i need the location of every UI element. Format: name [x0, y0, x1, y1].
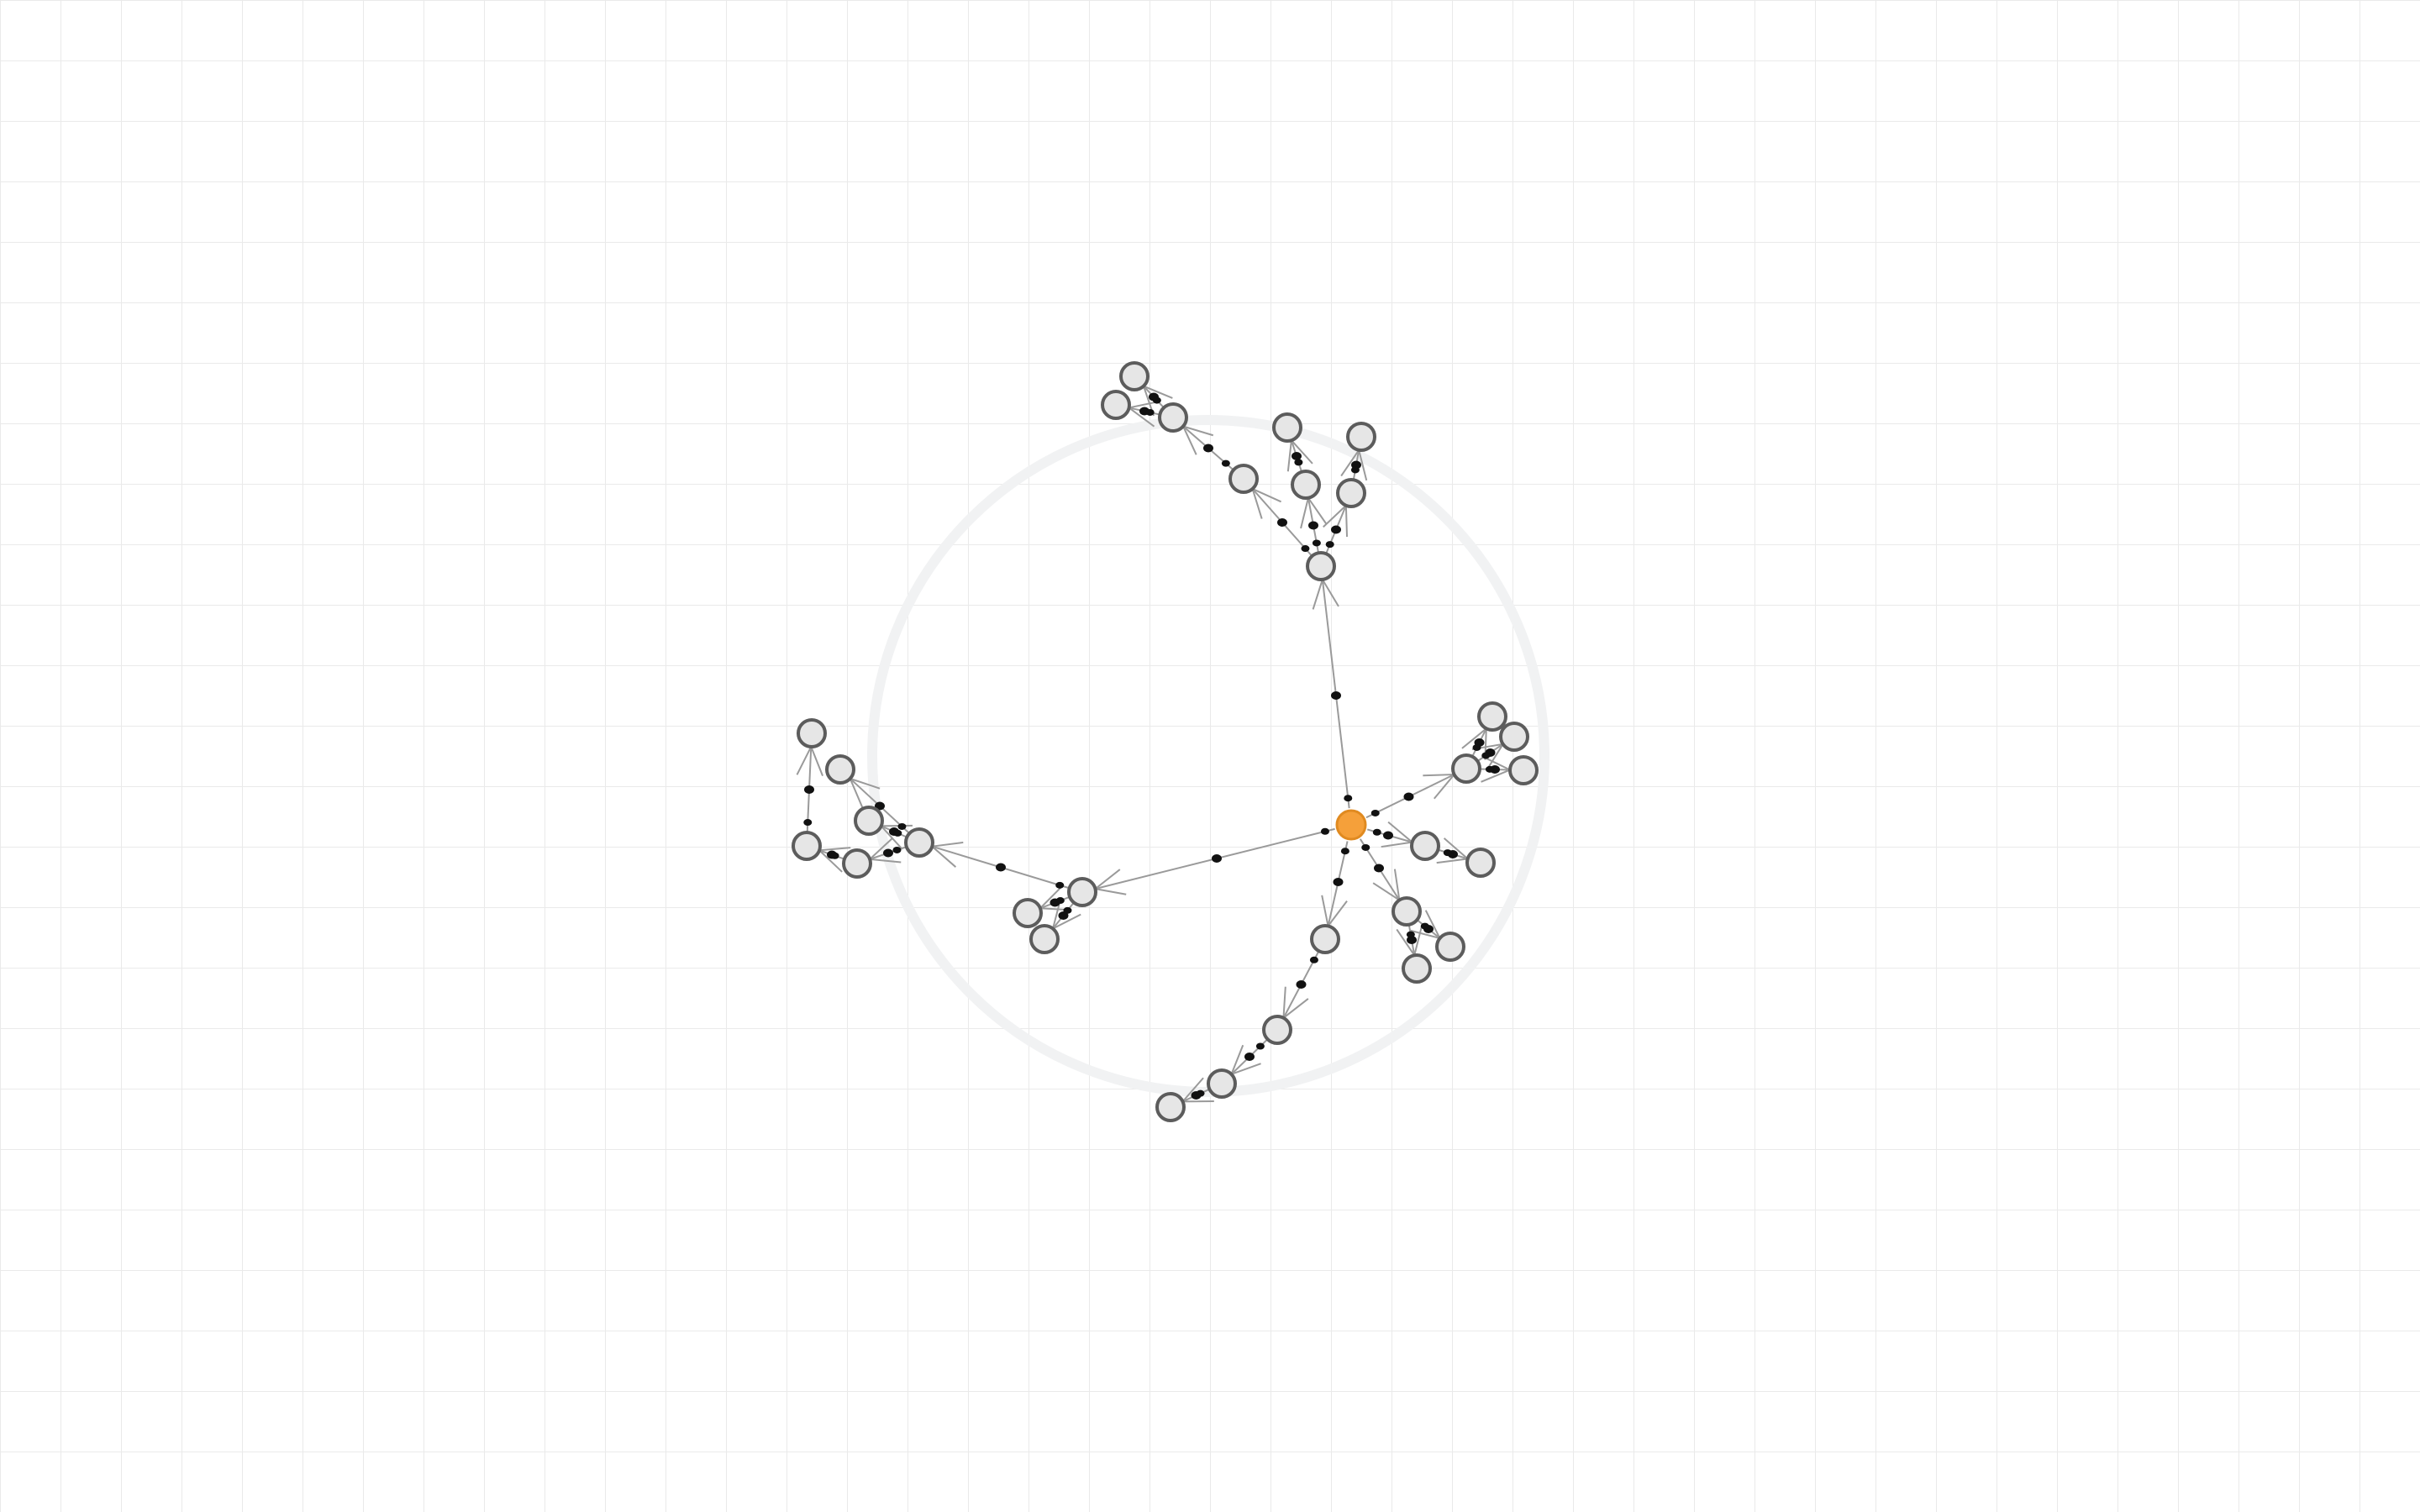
edge-midpoint-root-c1	[1383, 831, 1393, 840]
node-layer	[792, 361, 1539, 1122]
edge-source-dot-e3-e4	[1196, 1089, 1205, 1097]
node-f6[interactable]	[842, 848, 872, 879]
node-a6[interactable]	[1119, 361, 1150, 391]
edge-midpoint-a1-a3	[1308, 521, 1318, 530]
node-a7[interactable]	[1101, 390, 1131, 420]
node-d1[interactable]	[1392, 896, 1422, 927]
node-a3[interactable]	[1291, 470, 1321, 500]
edge-source-dot-root-d1	[1361, 843, 1370, 851]
edge-source-dot-a3-a8	[1294, 459, 1303, 466]
node-f8[interactable]	[797, 718, 827, 748]
node-f5[interactable]	[854, 806, 884, 836]
node-a9[interactable]	[1346, 422, 1376, 452]
node-b3[interactable]	[1499, 722, 1529, 752]
edge-midpoint-root-b1	[1403, 792, 1414, 801]
edge-source-dot-f4-f9	[897, 822, 907, 830]
edge-source-dot-root-b1	[1370, 809, 1380, 816]
edge-midpoint-d1-d3	[1407, 936, 1417, 944]
edge-source-dot-a1-a4	[1325, 541, 1334, 549]
edge-midpoint-f4-f9	[875, 801, 885, 811]
node-d2[interactable]	[1435, 932, 1465, 962]
node-f9[interactable]	[825, 754, 855, 785]
node-c2[interactable]	[1465, 848, 1496, 878]
edge-source-dot-e2-e3	[1255, 1042, 1265, 1050]
node-b2[interactable]	[1477, 701, 1507, 732]
edge-source-dot-a1-a3	[1312, 539, 1321, 547]
node-e1[interactable]	[1310, 924, 1340, 954]
node-a5[interactable]	[1158, 402, 1188, 433]
node-f2[interactable]	[1013, 898, 1043, 928]
edge-midpoint-a1-a2	[1277, 518, 1287, 527]
edge-source-dot-f1-f3	[1063, 906, 1072, 914]
node-c1[interactable]	[1410, 831, 1440, 861]
edge-source-dot-f1-f4	[1055, 881, 1065, 889]
edge-source-dot-a4-a9	[1350, 466, 1360, 474]
edge-midpoint-f1-f4	[996, 863, 1006, 872]
edge-midpoint-a2-a5	[1203, 444, 1213, 453]
edge-source-dot-f4-f5	[893, 829, 902, 837]
edge-source-dot-b1-b2	[1472, 743, 1481, 751]
edge-midpoint-a3-a8	[1292, 452, 1302, 460]
edge-source-dot-root-c1	[1372, 828, 1381, 836]
node-a4[interactable]	[1336, 478, 1366, 508]
edge-source-dot-a5-a6	[1152, 396, 1161, 404]
edge-source-dot-a5-a7	[1145, 408, 1155, 416]
edge-source-dot-d1-d2	[1420, 922, 1429, 930]
edge-source-dot-a1-a2	[1301, 545, 1310, 553]
edge-source-dot-a2-a5	[1221, 459, 1230, 467]
edge-source-dot-d1-d3	[1406, 931, 1415, 938]
node-e2[interactable]	[1262, 1015, 1292, 1045]
node-b4[interactable]	[1508, 755, 1539, 785]
edge-source-dot-root-a1	[1344, 795, 1353, 802]
node-b1[interactable]	[1451, 753, 1481, 784]
edge-source-dot-e1-e2	[1309, 956, 1318, 963]
node-root[interactable]	[1335, 809, 1367, 841]
edge-source-dot-b1-b4	[1485, 765, 1494, 773]
node-e4[interactable]	[1155, 1092, 1186, 1122]
edge-source-dot-f1-f2	[1055, 897, 1065, 905]
edge-source-dot-f7-f8	[803, 819, 813, 827]
node-f3[interactable]	[1029, 924, 1060, 954]
node-a8[interactable]	[1272, 412, 1302, 443]
edge-midpoint-root-d1	[1374, 864, 1384, 873]
edge-midpoint-root-f1	[1212, 854, 1222, 863]
node-f4[interactable]	[904, 827, 934, 858]
node-f1[interactable]	[1067, 877, 1097, 907]
edge-source-dot-b1-b3	[1481, 752, 1491, 759]
edge-source-dot-f6-f7	[830, 852, 839, 859]
node-e3[interactable]	[1207, 1068, 1237, 1099]
edge-midpoint-root-a1	[1331, 691, 1341, 700]
edge-midpoint-e2-e3	[1244, 1053, 1255, 1061]
edge-source-dot-root-f1	[1320, 827, 1329, 835]
node-d3[interactable]	[1402, 953, 1432, 984]
node-a2[interactable]	[1228, 464, 1259, 494]
node-a1[interactable]	[1306, 551, 1336, 581]
edge-source-dot-c1-c2	[1443, 849, 1452, 857]
node-f7[interactable]	[792, 831, 822, 861]
edge-source-dot-root-e1	[1340, 848, 1349, 855]
edge-midpoint-a1-a4	[1331, 525, 1341, 534]
layout-ring	[867, 415, 1549, 1097]
edge-source-dot-f4-f6	[892, 846, 902, 853]
edge-dot-layer	[803, 392, 1500, 1100]
edge-midpoint-e1-e2	[1296, 980, 1307, 989]
edge-midpoint-root-e1	[1333, 878, 1344, 886]
edge-midpoint-f7-f8	[804, 785, 814, 794]
edge-midpoint-f4-f6	[883, 848, 893, 858]
